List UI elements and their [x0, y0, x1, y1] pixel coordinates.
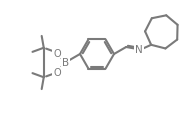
- Text: N: N: [135, 45, 143, 55]
- Text: O: O: [53, 68, 61, 78]
- Text: O: O: [53, 48, 61, 58]
- Text: B: B: [62, 58, 69, 68]
